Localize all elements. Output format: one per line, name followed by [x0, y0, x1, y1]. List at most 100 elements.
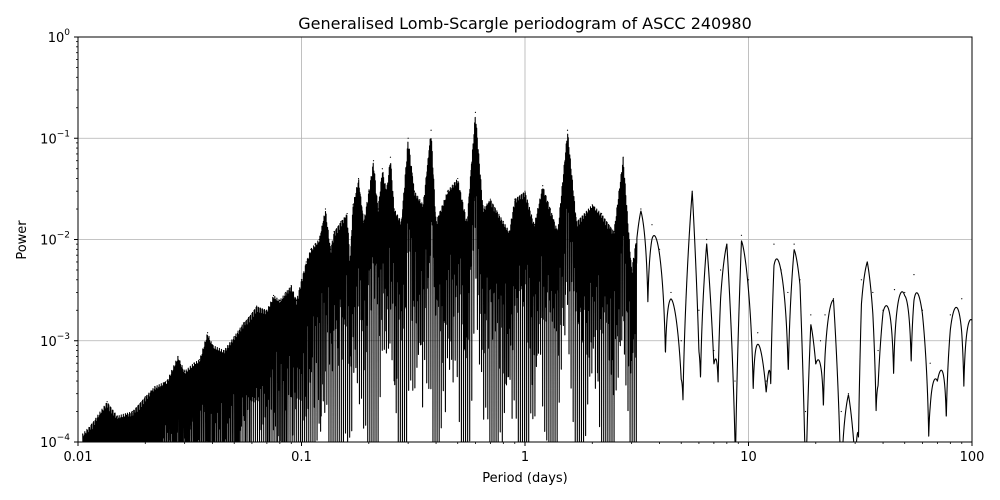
data-point [913, 274, 915, 276]
y-tick-base: 10 [40, 132, 57, 147]
data-point [446, 190, 449, 192]
data-point [793, 243, 795, 245]
data-point [860, 279, 863, 281]
data-point [810, 314, 812, 316]
x-tick-label: 10 [740, 450, 757, 465]
data-point [542, 185, 544, 187]
data-point [691, 190, 693, 192]
data-point [489, 198, 491, 200]
data-point [166, 380, 168, 382]
data-point [640, 208, 642, 210]
data-point [765, 380, 767, 382]
data-point [474, 111, 477, 113]
data-point [131, 410, 133, 413]
data-point [747, 279, 750, 281]
data-point [381, 168, 383, 170]
y-tick-base: 10 [40, 436, 57, 451]
data-point [153, 386, 156, 388]
data-point [242, 322, 245, 324]
y-tick-label: 100 [48, 28, 71, 46]
data-point [832, 298, 835, 300]
data-point [346, 213, 348, 215]
data-point [211, 344, 214, 346]
data-point [726, 243, 728, 245]
data-point [815, 362, 817, 364]
data-point [613, 230, 615, 233]
data-point [549, 208, 552, 210]
x-axis-label: Period (days) [482, 471, 568, 486]
data-point [324, 208, 327, 210]
data-point [622, 156, 624, 158]
y-tick-base: 10 [40, 335, 57, 350]
data-point [872, 291, 874, 294]
data-point [233, 335, 235, 338]
data-point [698, 309, 700, 311]
data-point [706, 238, 708, 241]
data-point [961, 298, 963, 300]
data-point [377, 208, 379, 210]
data-point [502, 221, 504, 223]
data-point [106, 401, 108, 403]
data-point [318, 238, 320, 241]
data-point [600, 213, 603, 215]
y-tick-label: 10−1 [40, 129, 70, 147]
data-point [400, 221, 403, 223]
data-point [658, 248, 661, 250]
data-point [352, 204, 354, 206]
data-point [357, 177, 360, 180]
data-point [314, 243, 316, 245]
data-point [407, 137, 409, 139]
data-point [368, 190, 370, 192]
data-point [734, 380, 736, 382]
y-axis-label: Power [15, 220, 30, 260]
data-point [936, 380, 938, 382]
data-point [393, 208, 395, 210]
data-point [363, 221, 365, 223]
data-point [508, 230, 510, 233]
data-point [882, 309, 884, 311]
data-point [422, 204, 424, 206]
data-point [804, 410, 807, 413]
data-point [719, 269, 722, 271]
data-point [799, 279, 801, 281]
data-point [349, 261, 351, 263]
data-point [177, 355, 179, 358]
data-point [144, 396, 146, 398]
data-point [524, 190, 526, 192]
data-point [949, 314, 951, 316]
data-point [787, 291, 789, 294]
data-point [566, 129, 569, 131]
periodogram-line [82, 116, 972, 442]
data-point [757, 332, 759, 334]
data-point [372, 160, 375, 162]
data-point [773, 243, 775, 245]
x-tick-label: 100 [960, 450, 985, 465]
series-layer [82, 111, 972, 442]
data-point [631, 269, 633, 271]
data-point [199, 359, 201, 361]
data-point [305, 261, 307, 263]
data-point [680, 340, 682, 342]
x-tick-label: 0.1 [291, 450, 312, 465]
y-tick-label: 10−4 [40, 433, 70, 451]
y-tick-base: 10 [48, 31, 65, 46]
data-point [847, 393, 850, 395]
data-point [279, 299, 281, 302]
y-tick-exponent: 0 [64, 28, 70, 38]
data-point [340, 221, 342, 223]
data-point [272, 294, 275, 297]
y-tick-base: 10 [40, 234, 57, 249]
y-tick-exponent: −3 [57, 332, 70, 342]
data-point [533, 224, 535, 226]
data-point [482, 208, 484, 210]
data-point [300, 279, 303, 281]
data-point [206, 332, 209, 334]
data-point [116, 415, 118, 417]
data-point [330, 248, 332, 250]
data-point [256, 305, 258, 307]
data-point [310, 248, 312, 250]
data-point [248, 316, 250, 319]
data-point [713, 349, 715, 352]
